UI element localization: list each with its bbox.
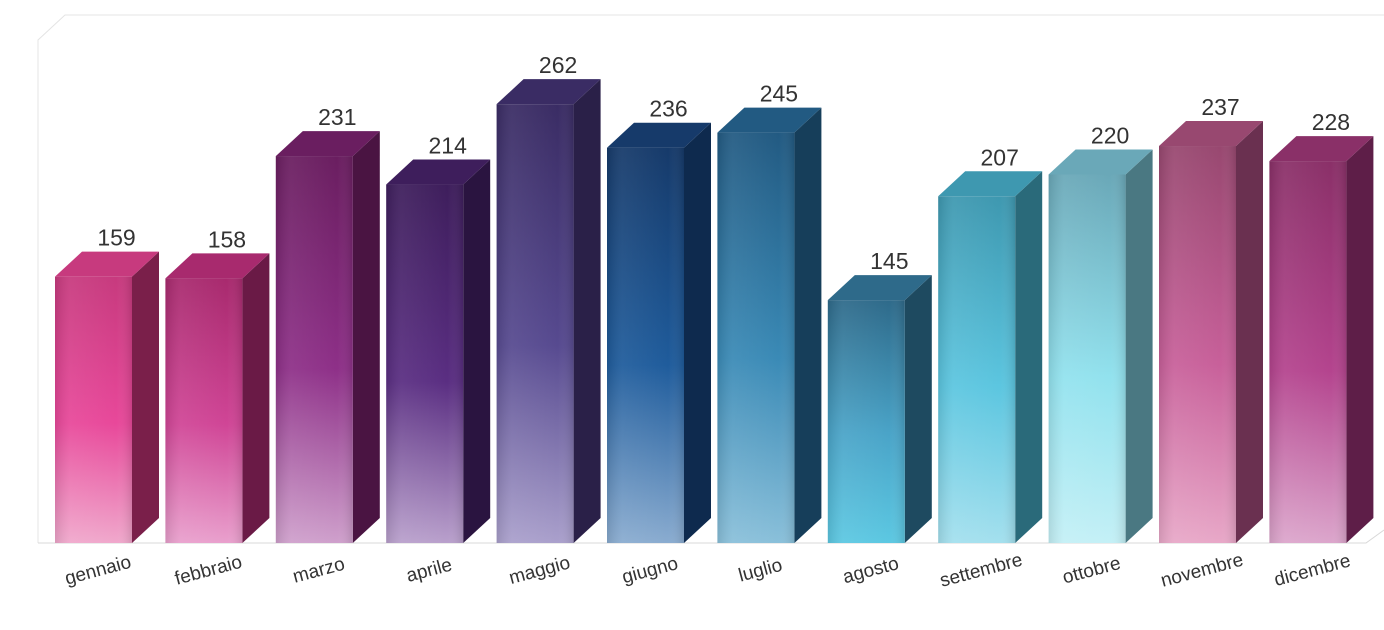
- bar-side-marzo: [352, 131, 380, 543]
- bar-settembre: [938, 171, 1043, 543]
- bar-side-ottobre: [1125, 149, 1153, 543]
- x-tick-label-giugno: giugno: [620, 553, 681, 588]
- bar-aprile: [386, 159, 491, 544]
- floor-line: [38, 529, 1384, 544]
- bar-top-ottobre: [1048, 149, 1153, 175]
- value-labels-group: 159 158 231 214 262 236 245 145 207 220 237 228: [97, 52, 1350, 274]
- bar-luglio: [717, 107, 822, 543]
- bar-top-aprile: [386, 159, 491, 185]
- value-label-maggio: 262: [539, 52, 577, 78]
- value-label-dicembre: 228: [1312, 109, 1350, 135]
- bar-shading-febbraio: [165, 278, 243, 543]
- bar-shading-giugno: [607, 147, 684, 543]
- bar-shading-luglio: [717, 132, 795, 543]
- bar-agosto: [827, 275, 932, 543]
- value-label-luglio: 245: [760, 81, 798, 107]
- bar-top-luglio: [717, 107, 822, 133]
- value-label-settembre: 207: [981, 144, 1019, 170]
- bar-top-giugno: [607, 122, 711, 148]
- bar-shading-novembre: [1159, 146, 1236, 543]
- bar-shading-settembre: [938, 196, 1016, 543]
- bar-shading-aprile: [386, 184, 464, 544]
- bar-side-maggio: [573, 79, 601, 544]
- bar-shading-maggio: [496, 104, 574, 544]
- x-tick-labels-group: gennaio febbraio marzo aprile maggio giugno lu…: [63, 550, 1353, 592]
- value-label-marzo: 231: [318, 104, 356, 130]
- bar-top-febbraio: [165, 253, 270, 279]
- value-label-giugno: 236: [649, 96, 687, 122]
- value-label-aprile: 214: [429, 133, 468, 159]
- bar-side-gennaio: [132, 251, 159, 544]
- bar-side-luglio: [794, 107, 822, 543]
- bar-top-marzo: [275, 131, 380, 157]
- value-label-agosto: 145: [870, 248, 908, 274]
- bar-dicembre: [1269, 136, 1374, 543]
- x-tick-label-dicembre: dicembre: [1272, 550, 1353, 591]
- bar-novembre: [1159, 121, 1263, 544]
- bar-ottobre: [1048, 149, 1153, 543]
- chart-frame: [37, 14, 1384, 544]
- bar-febbraio: [165, 253, 270, 543]
- back-wall-outline: [37, 14, 1384, 543]
- x-tick-label-luglio: luglio: [736, 555, 784, 587]
- bar-side-settembre: [1015, 171, 1043, 543]
- value-label-novembre: 237: [1201, 94, 1239, 120]
- bar-side-giugno: [684, 122, 711, 543]
- bar-top-maggio: [496, 79, 601, 105]
- bar-top-settembre: [938, 171, 1043, 197]
- bar-side-agosto: [904, 275, 932, 543]
- value-label-gennaio: 159: [97, 225, 135, 251]
- x-tick-label-maggio: maggio: [507, 552, 573, 588]
- bar-maggio: [496, 79, 601, 544]
- bar-side-novembre: [1236, 121, 1263, 544]
- bar-top-agosto: [827, 275, 932, 301]
- bar-top-gennaio: [55, 251, 159, 277]
- x-tick-label-aprile: aprile: [404, 555, 454, 587]
- bar-top-novembre: [1159, 121, 1263, 147]
- bar-shading-gennaio: [55, 276, 132, 543]
- value-label-ottobre: 220: [1091, 123, 1129, 149]
- bar-side-aprile: [463, 159, 491, 544]
- x-tick-label-novembre: novembre: [1159, 550, 1246, 592]
- bar-shading-agosto: [827, 300, 905, 543]
- bar-shading-ottobre: [1048, 174, 1126, 543]
- x-tick-label-febbraio: febbraio: [173, 552, 245, 590]
- bar-gennaio: [55, 251, 159, 544]
- value-label-febbraio: 158: [208, 226, 246, 252]
- x-tick-label-ottobre: ottobre: [1060, 553, 1123, 589]
- bar-shading-marzo: [275, 156, 353, 543]
- bar-shading-dicembre: [1269, 161, 1347, 543]
- x-tick-label-marzo: marzo: [291, 554, 347, 588]
- bar-giugno: [607, 122, 711, 543]
- bar-side-febbraio: [242, 253, 270, 543]
- bar-side-dicembre: [1346, 136, 1374, 543]
- bar-marzo: [275, 131, 380, 543]
- x-tick-label-gennaio: gennaio: [63, 552, 134, 590]
- x-tick-label-settembre: settembre: [938, 550, 1025, 592]
- x-tick-label-agosto: agosto: [841, 553, 902, 588]
- bars-group: [55, 79, 1374, 544]
- bar-top-dicembre: [1269, 136, 1374, 162]
